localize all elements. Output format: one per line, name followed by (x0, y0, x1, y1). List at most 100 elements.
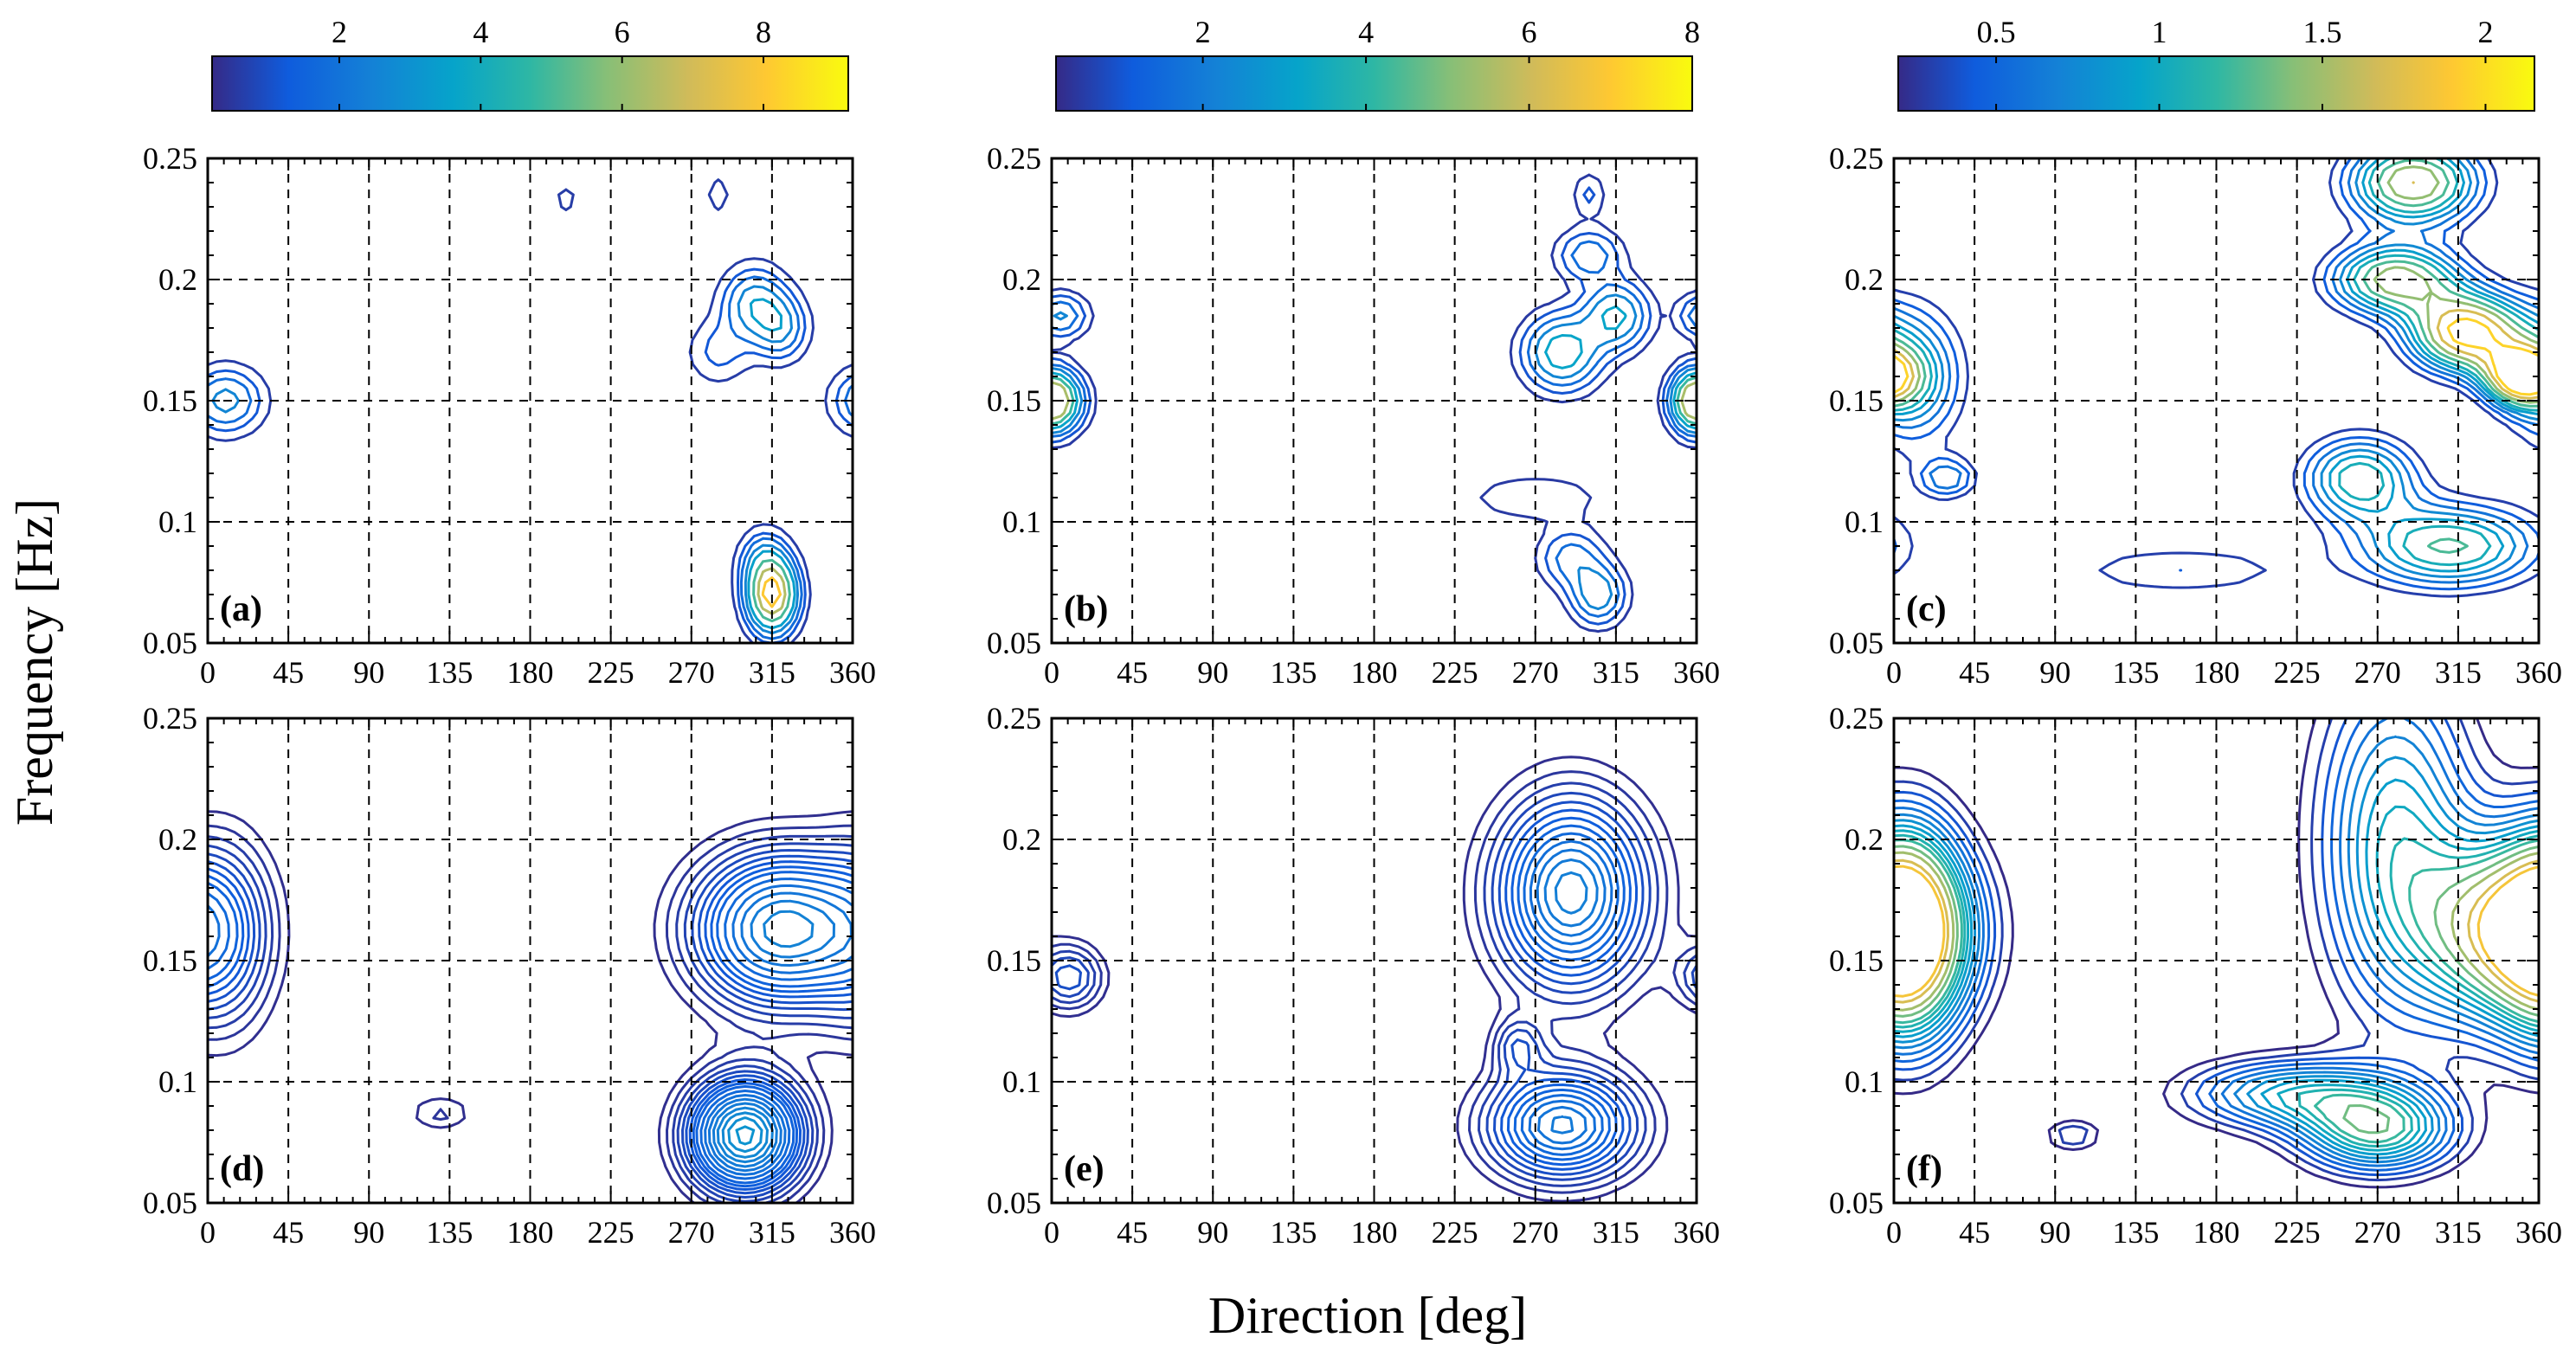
contour-lines (1052, 173, 1697, 633)
axis-ticks (207, 717, 853, 1204)
grid-lines (1894, 718, 2539, 1203)
contour-level (1052, 770, 1697, 1194)
y-tick-label: 0.15 (987, 383, 1041, 418)
x-tick-label: 0 (200, 1215, 216, 1250)
colorbar-left: 2 4 6 8 (211, 15, 849, 112)
y-tick-label: 0.2 (1002, 262, 1041, 297)
contour-level (1052, 791, 1697, 1181)
grid-lines (1894, 158, 2539, 643)
y-tick-label: 0.25 (1829, 701, 1884, 736)
axis-ticks (1051, 158, 1697, 644)
contour-level (208, 267, 853, 643)
contour-level (211, 285, 800, 635)
contour-level (1052, 381, 1697, 421)
x-tick-label: 360 (2515, 1215, 2562, 1250)
x-tick-label: 0 (1044, 655, 1059, 690)
panel-label: (d) (220, 1149, 264, 1189)
contour-level (1894, 158, 2539, 578)
contour-level (1894, 839, 2539, 1144)
tick-labels: 0 45 90 135 180 225 270 315 360 0.05 0.1 0.15 0.2 0.2… (143, 701, 876, 1250)
y-tick-label: 0.1 (1002, 1064, 1041, 1099)
contour-level (752, 558, 791, 623)
x-tick-label: 360 (1673, 1215, 1720, 1250)
contour-level (1894, 718, 2539, 1177)
contour-level (1554, 871, 1588, 915)
colorbar-middle-tick-label: 6 (1522, 15, 1537, 49)
x-tick-label: 135 (426, 655, 473, 690)
colorbar-middle-tick-label: 8 (1684, 15, 1700, 49)
colorbar-middle: 2 4 6 8 (1055, 15, 1700, 112)
panel-c: 0 45 90 135 180 225 270 315 360 0.05 0.1 0.15 0.2 0.2… (1829, 141, 2562, 690)
colorbar-left-tick-label: 2 (332, 15, 347, 49)
y-tick-label: 0.05 (143, 1186, 197, 1220)
contour-level (1894, 718, 2539, 1172)
x-tick-label: 45 (1959, 1215, 1990, 1250)
contour-level (1513, 824, 1626, 1161)
x-tick-label: 0 (200, 655, 216, 690)
y-tick-label: 0.2 (1002, 822, 1041, 857)
contour-level (1894, 158, 2539, 573)
x-tick-label: 225 (588, 655, 634, 690)
y-tick-label: 0.25 (987, 141, 1041, 176)
tick-labels: 0 45 90 135 180 225 270 315 360 0.05 0.1 0.15 0.2 0.2… (987, 701, 1720, 1250)
colorbar-left-bar (211, 55, 849, 112)
y-tick-label: 0.2 (1845, 262, 1884, 297)
y-tick-label: 0.1 (1845, 505, 1884, 539)
tick-labels: 0 45 90 135 180 225 270 315 360 0.05 0.1 0.15 0.2 0.2… (1829, 141, 2562, 690)
contour-level (761, 576, 782, 608)
colorbar-right-tick-label: 1.5 (2303, 15, 2342, 49)
grid-lines (1052, 158, 1697, 643)
contour-level (1052, 240, 1697, 618)
contour-level (747, 298, 796, 630)
colorbars: 2 4 6 8 2 4 6 8 0.5 1 1.5 2 (211, 15, 2535, 112)
contour-level (1500, 808, 1639, 1171)
x-tick-label: 225 (1432, 655, 1478, 690)
x-tick-label: 315 (1593, 655, 1639, 690)
colorbar-right-tick-label: 1 (2152, 15, 2167, 49)
y-tick-label: 0.2 (158, 262, 197, 297)
contour-level (1894, 755, 2539, 1160)
colorbar-middle-bar (1055, 55, 1693, 112)
x-tick-label: 360 (829, 655, 876, 690)
x-tick-label: 315 (749, 655, 795, 690)
contour-panels: 0 45 90 135 180 225 270 315 360 0.05 0.1 0.15 0.2 0.2… (143, 141, 2562, 1250)
y-tick-label: 0.1 (1002, 505, 1041, 539)
panel-label: (c) (1906, 589, 1947, 629)
tick-labels: 0 45 90 135 180 225 270 315 360 0.05 0.1 0.15 0.2 0.2… (987, 141, 1720, 690)
contour-level (712, 899, 835, 1168)
contour-level (208, 834, 853, 1203)
x-tick-label: 135 (426, 1215, 473, 1250)
contour-level (1894, 158, 2539, 567)
axis-ticks (1893, 158, 2540, 644)
x-tick-label: 45 (273, 1215, 304, 1250)
grid-lines (208, 158, 853, 643)
x-tick-label: 0 (1886, 1215, 1902, 1250)
panel-label: (a) (220, 589, 262, 629)
x-tick-label: 135 (1270, 1215, 1317, 1250)
contour-level (1052, 376, 1697, 426)
x-tick-label: 225 (2274, 1215, 2321, 1250)
contour-level (1528, 839, 1613, 1151)
contour-level (1894, 833, 2539, 1148)
y-tick-label: 0.1 (158, 505, 197, 539)
y-tick-label: 0.25 (1829, 141, 1884, 176)
y-tick-label: 0.25 (987, 701, 1041, 736)
y-tick-label: 0.1 (1845, 1064, 1884, 1099)
y-tick-label: 0.25 (143, 141, 197, 176)
x-tick-label: 315 (1593, 1215, 1639, 1250)
colorbar-left-tick-label: 8 (756, 15, 771, 49)
y-tick-label: 0.25 (143, 701, 197, 736)
x-tick-label: 180 (1351, 655, 1398, 690)
x-tick-label: 360 (829, 1215, 876, 1250)
x-tick-label: 360 (1673, 655, 1720, 690)
x-tick-label: 180 (507, 1215, 554, 1250)
x-tick-label: 90 (1197, 655, 1228, 690)
x-tick-label: 225 (2274, 655, 2321, 690)
contour-level (1894, 718, 2539, 1182)
contour-level (208, 865, 853, 1188)
colorbar-right-bar (1897, 55, 2535, 112)
x-tick-label: 180 (2193, 1215, 2240, 1250)
contour-level (721, 1111, 769, 1159)
y-tick-label: 0.15 (1829, 383, 1884, 418)
